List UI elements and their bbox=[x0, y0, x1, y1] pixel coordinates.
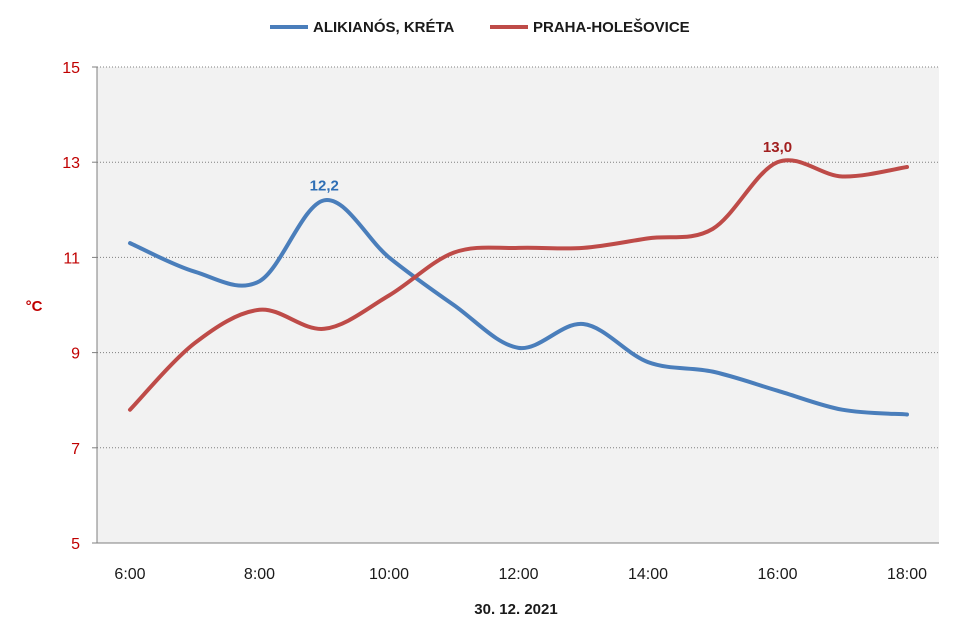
x-axis-label: 30. 12. 2021 bbox=[474, 601, 557, 618]
gridlines bbox=[97, 66, 939, 449]
series-line-alikianos bbox=[128, 198, 909, 417]
y-tick-label: 5 bbox=[71, 536, 80, 553]
legend-label-praha: PRAHA-HOLEŠOVICE bbox=[533, 18, 690, 36]
x-tick-label: 18:00 bbox=[887, 566, 927, 583]
x-tick-label: 6:00 bbox=[114, 566, 145, 583]
legend: ALIKIANÓS, KRÉTA PRAHA-HOLEŠOVICE bbox=[270, 18, 690, 36]
y-tick-label: 13 bbox=[62, 155, 80, 172]
y-tick-label: 9 bbox=[71, 346, 80, 363]
y-tick-label: 15 bbox=[62, 60, 80, 77]
y-axis-label: °C bbox=[26, 298, 43, 315]
series-lines bbox=[128, 158, 909, 417]
x-tick-label: 12:00 bbox=[498, 566, 538, 583]
x-axis-ticks: 6:00 8:00 10:00 12:00 14:00 16:00 18:00 bbox=[114, 566, 927, 583]
x-tick-label: 16:00 bbox=[757, 566, 797, 583]
x-tick-label: 14:00 bbox=[628, 566, 668, 583]
axes bbox=[96, 67, 939, 544]
data-label-max: 12,2 bbox=[310, 177, 339, 194]
data-labels: 12,2 13,0 bbox=[310, 139, 792, 194]
data-label-max: 13,0 bbox=[763, 139, 792, 156]
legend-label-alikianos: ALIKIANÓS, KRÉTA bbox=[313, 18, 455, 36]
y-tick-label: 11 bbox=[63, 250, 80, 267]
series-line-praha bbox=[128, 158, 909, 412]
x-tick-label: 8:00 bbox=[244, 566, 275, 583]
x-tick-label: 10:00 bbox=[369, 566, 409, 583]
y-tick-label: 7 bbox=[71, 441, 80, 458]
plot-area bbox=[97, 67, 939, 543]
y-axis-ticks: 5 7 9 11 13 15 bbox=[62, 60, 97, 553]
